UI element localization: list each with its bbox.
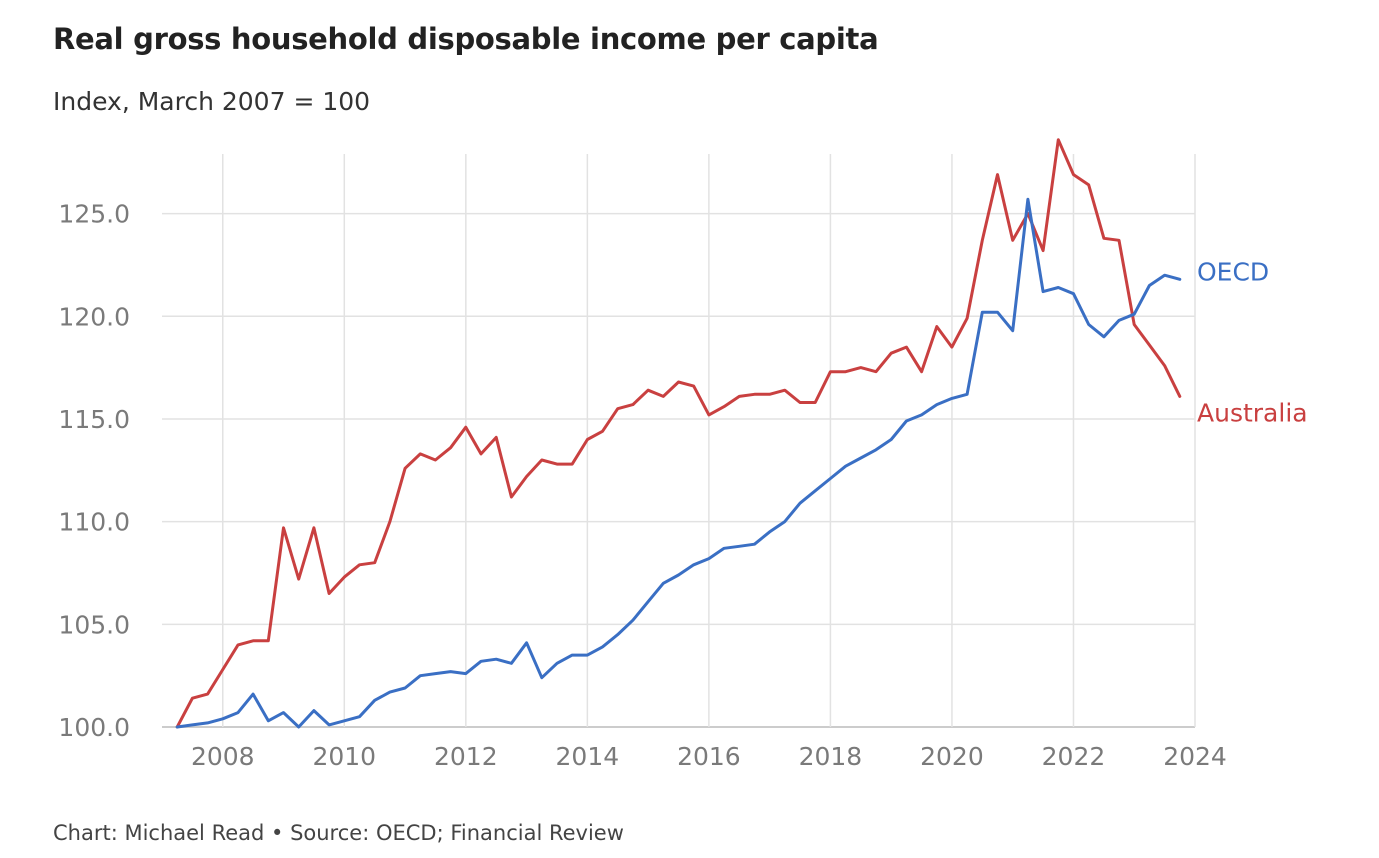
chart-source-credit: Chart: Michael Read • Source: OECD; Fina… — [53, 821, 624, 845]
y-tick-label: 125.0 — [58, 200, 130, 229]
axis-tick-labels: 100.0 105.0 110.0 115.0 120.0 125.0 2008 2010 20… — [58, 200, 1226, 771]
y-tick-label: 105.0 — [58, 610, 130, 639]
x-tick-label: 2008 — [191, 742, 255, 771]
series-label-oecd: OECD — [1197, 257, 1269, 286]
x-tick-label: 2024 — [1163, 742, 1227, 771]
y-tick-label: 110.0 — [58, 508, 130, 537]
chart-subtitle: Index, March 2007 = 100 — [53, 87, 371, 116]
x-tick-label: 2018 — [799, 742, 863, 771]
y-tick-label: 100.0 — [58, 713, 130, 742]
y-tick-label: 115.0 — [58, 405, 130, 434]
x-tick-label: 2020 — [920, 742, 984, 771]
series-labels: Australia OECD — [1197, 257, 1308, 427]
x-tick-label: 2022 — [1042, 742, 1106, 771]
x-tick-label: 2012 — [434, 742, 498, 771]
series-lines — [175, 138, 1182, 729]
x-tick-label: 2014 — [556, 742, 620, 771]
x-tick-label: 2016 — [677, 742, 741, 771]
series-line-oecd — [175, 197, 1182, 729]
series-label-australia: Australia — [1197, 398, 1308, 427]
series-line-australia — [175, 138, 1182, 729]
grid-lines — [162, 154, 1196, 728]
y-tick-label: 120.0 — [58, 302, 130, 331]
x-tick-label: 2010 — [312, 742, 376, 771]
chart-title: Real gross household disposable income p… — [53, 22, 879, 56]
